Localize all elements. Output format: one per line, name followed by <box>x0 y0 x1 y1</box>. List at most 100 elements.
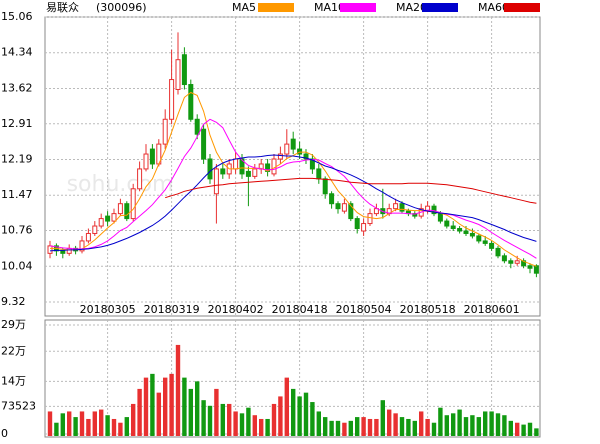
volume-bar <box>73 417 78 436</box>
volume-bar <box>355 417 360 436</box>
volume-bar <box>342 422 347 436</box>
candle-body <box>290 138 296 150</box>
candle-body <box>335 203 341 210</box>
legend-swatch <box>504 3 540 12</box>
volume-tick-label: 73523 <box>1 399 36 412</box>
x-tick-label: 20180418 <box>272 303 328 316</box>
volume-bar <box>483 411 488 436</box>
candle-body <box>277 153 283 160</box>
candle-body <box>175 59 181 90</box>
volume-bar <box>54 422 59 436</box>
volume-panel <box>44 319 541 438</box>
candle-body <box>162 118 168 145</box>
legend-swatch <box>258 3 294 12</box>
candle-body <box>508 260 514 264</box>
volume-bar <box>425 418 430 436</box>
y-tick-label: 10.76 <box>1 224 33 237</box>
legend-label: MA20 <box>396 1 427 14</box>
chart-subtitle: (300096) <box>96 1 147 14</box>
volume-bar <box>489 411 494 436</box>
candle-body <box>463 230 469 234</box>
volume-bar <box>438 407 443 436</box>
volume-bar <box>265 418 270 436</box>
volume-bar <box>463 417 469 436</box>
volume-bar <box>175 344 181 436</box>
volume-bar <box>457 409 462 436</box>
candle-body <box>489 242 495 249</box>
volume-bar <box>86 418 91 436</box>
volume-bar <box>143 377 149 436</box>
candle-body <box>79 240 85 252</box>
candle-body <box>527 265 533 269</box>
volume-bar <box>246 407 251 436</box>
candle-body <box>348 203 354 220</box>
x-tick-label: 20180319 <box>144 303 200 316</box>
volume-bar <box>444 415 449 436</box>
volume-bar <box>495 413 501 436</box>
candle-body <box>245 170 251 177</box>
y-tick-label: 10.04 <box>1 259 33 272</box>
volume-bar <box>291 388 296 436</box>
volume-bar <box>227 403 232 436</box>
volume-bar <box>278 396 283 436</box>
candle-body <box>124 203 130 220</box>
candle-body <box>393 203 399 210</box>
volume-bar <box>111 418 117 436</box>
candle-body <box>533 265 539 274</box>
price-panel <box>44 16 541 317</box>
candle-body <box>361 223 367 232</box>
legend-swatch <box>422 3 458 12</box>
watermark: sohu.com <box>67 172 174 197</box>
volume-bar <box>118 422 123 436</box>
candle-body <box>130 188 136 220</box>
candle-body <box>105 215 111 222</box>
volume-bar <box>399 417 405 436</box>
ma-line <box>49 154 537 252</box>
volume-bar <box>169 373 174 436</box>
volume-bar <box>348 420 353 436</box>
volume-bar <box>419 411 424 436</box>
volume-bar <box>163 377 168 436</box>
volume-bar <box>284 377 289 436</box>
candle-body <box>437 213 443 222</box>
candle-body <box>66 247 72 254</box>
y-tick-label: 12.19 <box>1 153 33 166</box>
candle-body <box>220 168 226 175</box>
candle-body <box>137 168 143 190</box>
candle-body <box>60 250 66 254</box>
candle-body <box>92 225 98 234</box>
candle-body <box>213 168 219 195</box>
volume-bar <box>361 417 366 436</box>
x-tick-label: 20180601 <box>464 303 520 316</box>
volume-bar <box>515 422 520 436</box>
y-tick-label: 9.32 <box>1 295 26 308</box>
volume-bar <box>316 411 321 436</box>
volume-bar <box>521 424 526 436</box>
candle-body <box>98 218 104 227</box>
volume-bar <box>412 420 417 436</box>
volume-bar <box>182 377 187 436</box>
candle-body <box>194 118 200 135</box>
volume-bar <box>239 413 245 436</box>
candle-body <box>143 153 149 170</box>
volume-bar <box>508 420 513 436</box>
candle-body <box>169 79 175 120</box>
volume-bar <box>367 418 373 436</box>
candle-body <box>303 153 309 160</box>
candle-body <box>341 203 347 212</box>
volume-bar <box>502 415 507 436</box>
volume-tick-label: 22万 <box>1 344 26 357</box>
volume-bar <box>476 417 481 436</box>
volume-tick-label: 29万 <box>1 318 26 331</box>
x-tick-label: 20180504 <box>336 303 392 316</box>
candle-body <box>117 203 123 215</box>
candle-body <box>284 143 290 155</box>
volume-bar <box>329 420 334 436</box>
volume-tick-label: 0 <box>1 427 8 440</box>
volume-bar <box>335 420 341 436</box>
candle-body <box>207 158 213 180</box>
candle-body <box>495 247 501 257</box>
volume-bar <box>527 422 533 436</box>
